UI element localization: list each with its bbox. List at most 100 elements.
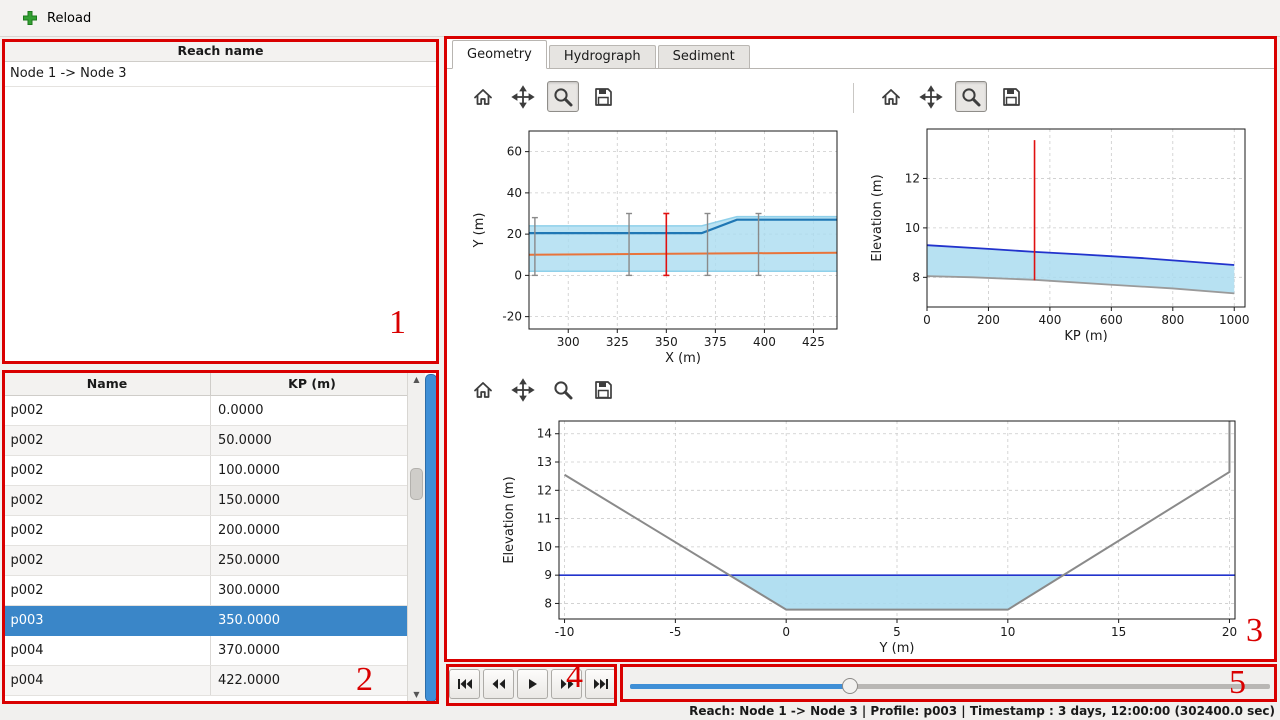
svg-text:-10: -10: [555, 625, 575, 639]
table-cell[interactable]: p004: [3, 665, 211, 696]
svg-text:5: 5: [893, 625, 901, 639]
svg-text:9: 9: [544, 568, 552, 582]
skip-backward-button[interactable]: [449, 669, 480, 699]
svg-text:40: 40: [507, 186, 522, 200]
zoom-icon: [962, 87, 981, 106]
home-button[interactable]: [467, 374, 499, 405]
home-icon: [474, 88, 492, 105]
table-cell[interactable]: p002: [3, 575, 211, 606]
table-cell[interactable]: 300.0000: [210, 575, 414, 606]
longitudinal-profile-chart[interactable]: 0 200 400 600 800 1000 8 10 12 KP (m) Elevation (m…: [865, 119, 1275, 349]
table-row[interactable]: p002 300.0000: [3, 575, 414, 606]
skip-forward-button[interactable]: [585, 669, 616, 699]
column-header-name[interactable]: Name: [3, 372, 211, 396]
reach-list-item[interactable]: Node 1 -> Node 3: [3, 62, 438, 87]
svg-text:14: 14: [537, 427, 552, 441]
seek-backward-button[interactable]: [483, 669, 514, 699]
table-cell[interactable]: p002: [3, 485, 211, 516]
table-cell[interactable]: p003: [3, 605, 211, 636]
table-row[interactable]: p002 0.0000: [3, 395, 414, 426]
pan-button[interactable]: [507, 81, 539, 112]
table-cell[interactable]: p002: [3, 395, 211, 426]
profile-table: Name KP (m) p002 0.0000 p002 50.0000 p002 100…: [3, 372, 414, 696]
table-cell[interactable]: 370.0000: [210, 635, 414, 666]
slider-handle[interactable]: [841, 678, 858, 694]
save-button[interactable]: [587, 374, 619, 405]
table-row[interactable]: p002 250.0000: [3, 545, 414, 576]
svg-text:-20: -20: [502, 310, 522, 324]
svg-text:400: 400: [753, 335, 776, 349]
tab-geometry[interactable]: Geometry: [452, 40, 547, 69]
seek-forward-icon: [560, 679, 573, 689]
cross-section-chart[interactable]: -10 -5 0 5 10 15 20 8 9 10 11 12 13 14 Y (m) Elevation …: [453, 409, 1271, 659]
table-cell[interactable]: p002: [3, 425, 211, 456]
home-button[interactable]: [467, 81, 499, 112]
table-cell[interactable]: 0.0000: [210, 395, 414, 426]
table-cell[interactable]: 200.0000: [210, 515, 414, 546]
svg-text:0: 0: [782, 625, 790, 639]
zoom-button[interactable]: [547, 81, 579, 112]
reach-name-header: Reach name: [3, 41, 438, 62]
table-row[interactable]: p002 150.0000: [3, 485, 414, 516]
home-icon: [474, 381, 492, 398]
table-scrollbar[interactable]: ▲ ▼: [407, 372, 425, 703]
tab-sediment[interactable]: Sediment: [657, 45, 750, 68]
table-cell[interactable]: p004: [3, 635, 211, 666]
home-button[interactable]: [875, 81, 907, 112]
reach-list-panel: Reach name Node 1 -> Node 3: [2, 40, 439, 364]
reload-button[interactable]: Reload: [14, 4, 99, 32]
table-cell[interactable]: 350.0000: [210, 605, 414, 636]
svg-text:0: 0: [923, 313, 931, 327]
scroll-up-arrow[interactable]: ▲: [413, 375, 420, 384]
seek-forward-button[interactable]: [551, 669, 582, 699]
svg-text:KP (m): KP (m): [1064, 329, 1107, 344]
tab-hydrograph[interactable]: Hydrograph: [548, 45, 656, 68]
panel-scrollbar-thumb[interactable]: [425, 374, 437, 702]
table-cell[interactable]: p002: [3, 515, 211, 546]
table-cell[interactable]: 150.0000: [210, 485, 414, 516]
scroll-thumb[interactable]: [410, 468, 423, 500]
pan-button[interactable]: [915, 81, 947, 112]
seek-backward-icon: [492, 679, 505, 689]
svg-text:10: 10: [1000, 625, 1015, 639]
table-cell[interactable]: 250.0000: [210, 545, 414, 576]
table-cell[interactable]: 100.0000: [210, 455, 414, 486]
profile-table-body: p002 0.0000 p002 50.0000 p002 100.0000 p002 150…: [3, 395, 414, 696]
table-row[interactable]: p004 422.0000: [3, 665, 414, 696]
pan-icon: [511, 84, 535, 109]
svg-text:8: 8: [544, 596, 552, 610]
table-row[interactable]: p002 100.0000: [3, 455, 414, 486]
chart-xs-canvas[interactable]: -10 -5 0 5 10 15 20 8 9 10 11 12 13 14 Y (m) Elevation …: [453, 409, 1271, 659]
pan-icon: [919, 84, 943, 109]
table-cell[interactable]: p002: [3, 455, 211, 486]
svg-text:325: 325: [606, 335, 629, 349]
table-cell[interactable]: 50.0000: [210, 425, 414, 456]
chart-plan-canvas[interactable]: 300 325 350 375 400 425 -20 0 20 40 60 X (m) Y (m): [453, 119, 865, 371]
svg-text:300: 300: [557, 335, 580, 349]
table-row[interactable]: p002 200.0000: [3, 515, 414, 546]
save-icon: [595, 380, 612, 399]
pan-button[interactable]: [507, 374, 539, 405]
zoom-button[interactable]: [955, 81, 987, 112]
plot-panel: Geometry Hydrograph Sediment: [444, 36, 1277, 662]
table-row[interactable]: p002 50.0000: [3, 425, 414, 456]
svg-text:800: 800: [1161, 313, 1184, 327]
table-cell[interactable]: 422.0000: [210, 665, 414, 696]
save-button[interactable]: [587, 81, 619, 112]
svg-text:20: 20: [507, 227, 522, 241]
scroll-down-arrow[interactable]: ▼: [413, 690, 420, 699]
table-row[interactable]: p004 370.0000: [3, 635, 414, 666]
playback-controls: [449, 669, 616, 699]
zoom-button[interactable]: [547, 374, 579, 405]
chart-profile-canvas[interactable]: 0 200 400 600 800 1000 8 10 12 KP (m) Elevation (m…: [865, 119, 1275, 349]
column-header-kp[interactable]: KP (m): [210, 372, 414, 396]
slider-track[interactable]: [630, 684, 1270, 689]
status-text: Reach: Node 1 -> Node 3 | Profile: p003 …: [689, 704, 1275, 718]
plan-view-chart[interactable]: 300 325 350 375 400 425 -20 0 20 40 60 X (m) Y (m): [453, 119, 865, 371]
play-button[interactable]: [517, 669, 548, 699]
svg-text:Y (m): Y (m): [472, 213, 487, 249]
save-button[interactable]: [995, 81, 1027, 112]
table-cell[interactable]: p002: [3, 545, 211, 576]
table-row[interactable]: p003 350.0000: [3, 605, 414, 636]
pan-icon: [511, 377, 535, 402]
